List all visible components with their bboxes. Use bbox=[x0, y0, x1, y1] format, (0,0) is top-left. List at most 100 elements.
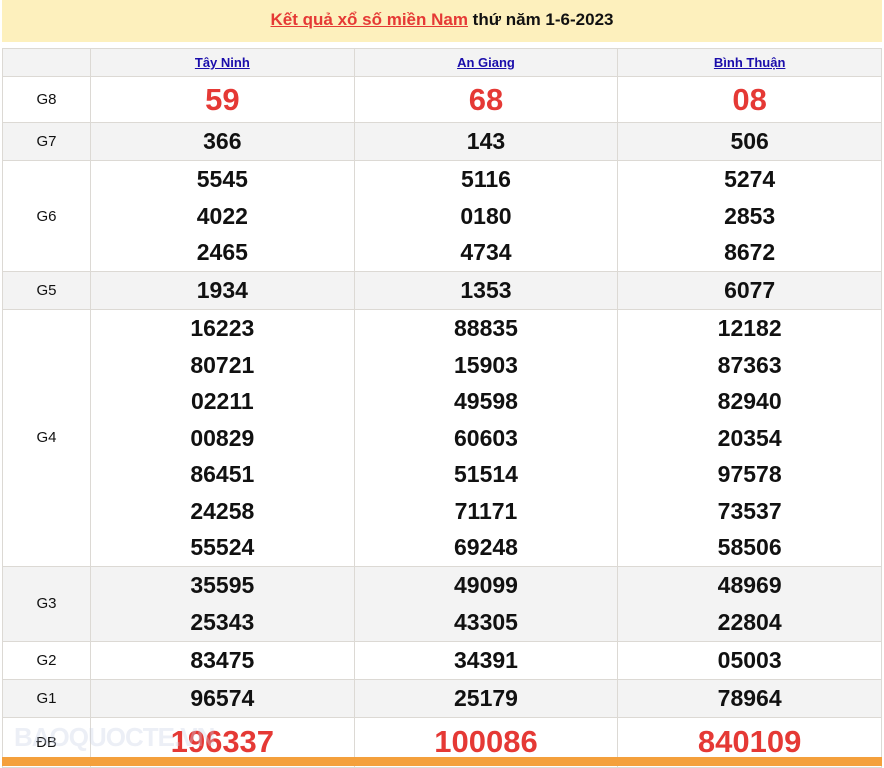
prize-number: 78964 bbox=[717, 684, 782, 711]
prize-cell: 35595 25343 bbox=[90, 565, 355, 642]
header-empty-cell bbox=[2, 48, 91, 77]
header-province: Tây Ninh bbox=[90, 48, 355, 77]
header-province: Bình Thuận bbox=[617, 48, 882, 77]
prize-number: 24258 bbox=[190, 497, 255, 524]
prize-label: G6 bbox=[2, 160, 91, 272]
prize-number: 22804 bbox=[717, 608, 782, 635]
prize-cell: 25179 bbox=[353, 678, 619, 718]
prize-label: G1 bbox=[2, 678, 91, 718]
prize-number: 366 bbox=[203, 128, 242, 155]
prize-number: 1353 bbox=[460, 277, 512, 304]
prize-number: 143 bbox=[466, 128, 506, 155]
prize-number: 5116 bbox=[461, 166, 511, 193]
prize-number: 96574 bbox=[190, 684, 255, 711]
prize-row-g2: G2 83475 34391 05003 bbox=[2, 640, 882, 680]
header-province: An Giang bbox=[353, 48, 619, 77]
prize-label: G8 bbox=[2, 76, 91, 123]
prize-cell: 49099 43305 bbox=[353, 565, 619, 642]
prize-cell: 366 bbox=[90, 122, 355, 161]
prize-number: 100086 bbox=[434, 724, 538, 759]
prize-number: 2853 bbox=[724, 202, 776, 229]
prize-number: 5545 bbox=[196, 166, 248, 193]
prize-number: 0180 bbox=[460, 202, 512, 229]
prize-number: 506 bbox=[730, 128, 769, 155]
prize-label: G7 bbox=[2, 122, 91, 161]
prize-row-g5: G5 1934 1353 6077 bbox=[2, 271, 882, 310]
prize-number: 88835 bbox=[454, 315, 518, 341]
prize-number: 43305 bbox=[454, 608, 518, 635]
prize-number: 49099 bbox=[454, 572, 518, 598]
prize-number: 1934 bbox=[196, 277, 248, 304]
results-title-date: thứ năm 1-6-2023 bbox=[467, 10, 614, 29]
prize-cell: 5274 2853 8672 bbox=[617, 160, 882, 272]
prize-number: 35595 bbox=[190, 572, 255, 598]
prize-cell: 59 bbox=[90, 76, 355, 123]
prize-number: 840109 bbox=[697, 724, 802, 759]
prize-cell: 506 bbox=[617, 122, 882, 161]
prize-row-g4: G4 16223 80721 02211 00829 86451 24258 55524 888… bbox=[2, 309, 882, 567]
prize-number: 25343 bbox=[190, 608, 255, 635]
results-table: Tây Ninh An Giang Bình Thuận G8 59 68 08 G7 3… bbox=[2, 48, 882, 768]
prize-number: 196337 bbox=[170, 724, 275, 759]
prize-number: 73537 bbox=[717, 497, 782, 524]
prize-number: 6077 bbox=[724, 277, 776, 304]
prize-number: 69248 bbox=[454, 534, 518, 560]
prize-number: 51514 bbox=[454, 461, 518, 487]
prize-number: 00829 bbox=[190, 424, 255, 451]
prize-number: 25179 bbox=[454, 684, 518, 711]
prize-cell: 6077 bbox=[617, 271, 882, 310]
prize-row-g8: G8 59 68 08 bbox=[2, 76, 882, 123]
province-link-tay-ninh[interactable]: Tây Ninh bbox=[194, 55, 250, 70]
prize-cell: 48969 22804 bbox=[617, 565, 882, 642]
prize-label: G3 bbox=[2, 565, 91, 642]
prize-cell: 68 bbox=[353, 76, 619, 123]
prize-cell: 5545 4022 2465 bbox=[90, 160, 355, 272]
prize-number: 49598 bbox=[454, 388, 518, 414]
prize-number: 8672 bbox=[724, 239, 776, 266]
prize-number: 83475 bbox=[190, 646, 255, 673]
province-link-binh-thuan[interactable]: Bình Thuận bbox=[713, 55, 786, 70]
results-title: Kết quả xổ số miền Nam thứ năm 1-6-2023 bbox=[2, 0, 882, 42]
prize-cell: 96574 bbox=[90, 678, 355, 718]
prize-row-g1: G1 96574 25179 78964 bbox=[2, 678, 882, 718]
prize-number: 4734 bbox=[460, 239, 512, 266]
prize-number: 55524 bbox=[190, 534, 255, 560]
watermark-logo: BAOQUOCTE.VN bbox=[14, 722, 215, 752]
header-row: Tây Ninh An Giang Bình Thuận bbox=[2, 48, 882, 77]
prize-number: 82940 bbox=[717, 388, 782, 414]
prize-number: 15903 bbox=[454, 351, 518, 378]
prize-number: 86451 bbox=[190, 461, 255, 487]
prize-cell: 143 bbox=[353, 122, 619, 161]
prize-cell: 88835 15903 49598 60603 51514 71171 69248 bbox=[353, 309, 619, 567]
prize-number: 12182 bbox=[717, 315, 782, 341]
prize-cell: 78964 bbox=[617, 678, 882, 718]
prize-cell: 12182 87363 82940 20354 97578 73537 58506 bbox=[617, 309, 882, 567]
prize-number: 60603 bbox=[454, 424, 518, 451]
prize-cell: 83475 bbox=[90, 640, 355, 680]
prize-label: G5 bbox=[2, 271, 91, 310]
prize-label: G4 bbox=[2, 309, 91, 567]
prize-cell: 34391 bbox=[353, 640, 619, 680]
province-link-an-giang[interactable]: An Giang bbox=[457, 55, 515, 70]
prize-number: 2465 bbox=[196, 239, 248, 266]
prize-number: 87363 bbox=[717, 351, 782, 378]
prize-number: 80721 bbox=[190, 351, 255, 378]
prize-cell: 05003 bbox=[617, 640, 882, 680]
prize-cell: 16223 80721 02211 00829 86451 24258 55524 bbox=[90, 309, 355, 567]
prize-cell: 1934 bbox=[90, 271, 355, 310]
prize-cell: 5116 0180 4734 bbox=[353, 160, 619, 272]
prize-label: G2 bbox=[2, 640, 91, 680]
prize-number: 20354 bbox=[717, 424, 782, 451]
prize-row-g3: G3 35595 25343 49099 43305 48969 22804 bbox=[2, 565, 882, 642]
prize-number: 59 bbox=[205, 81, 240, 117]
prize-number: 08 bbox=[732, 81, 767, 117]
prize-number: 48969 bbox=[717, 572, 782, 598]
prize-number: 05003 bbox=[717, 646, 782, 673]
results-title-link[interactable]: Kết quả xổ số miền Nam bbox=[270, 10, 468, 29]
prize-number: 58506 bbox=[717, 534, 782, 560]
prize-row-g6: G6 5545 4022 2465 5116 0180 4734 5274 2853 8672 bbox=[2, 160, 882, 272]
prize-cell: 1353 bbox=[353, 271, 619, 310]
prize-number: 34391 bbox=[454, 646, 518, 673]
prize-number: 16223 bbox=[190, 315, 255, 341]
prize-number: 02211 bbox=[190, 388, 254, 414]
